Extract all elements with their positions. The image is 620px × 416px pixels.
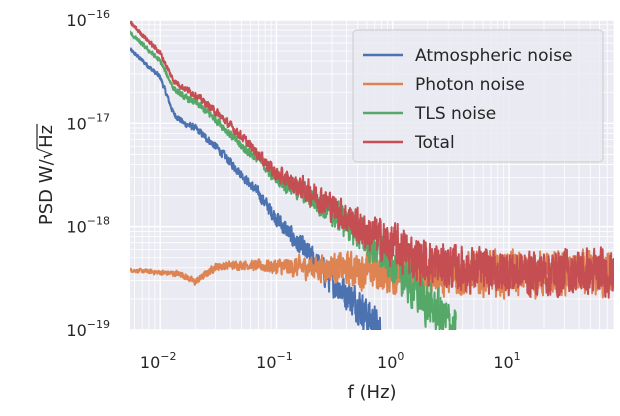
legend: Atmospheric noise Photon noise TLS noise To… [352, 29, 604, 163]
legend-label: TLS noise [414, 104, 496, 124]
y-tick-label: 10−19 [66, 318, 110, 340]
y-tick-labels: 10−19 10−18 10−17 10−16 [66, 8, 110, 340]
series-lines [130, 20, 614, 330]
legend-box [352, 29, 604, 163]
y-axis-label-text: PSD W/√Hz [36, 125, 57, 225]
legend-label: Photon noise [415, 75, 525, 95]
y-tick-label: 10−18 [66, 215, 110, 237]
x-tick-labels: 10−2 10−1 100 101 [140, 350, 521, 372]
x-axis-label: f (Hz) [347, 382, 396, 403]
series-line [130, 47, 382, 330]
legend-label: Total [414, 133, 455, 153]
y-tick-label: 10−16 [66, 8, 110, 30]
y-axis-label: PSD W/√Hz [36, 123, 57, 225]
x-tick-label: 101 [493, 350, 520, 372]
x-tick-label: 10−1 [256, 350, 293, 372]
x-tick-label: 100 [377, 350, 404, 372]
series-line [130, 20, 614, 299]
y-tick-label: 10−17 [66, 111, 110, 133]
x-tick-label: 10−2 [140, 350, 177, 372]
legend-label: Atmospheric noise [415, 46, 573, 66]
